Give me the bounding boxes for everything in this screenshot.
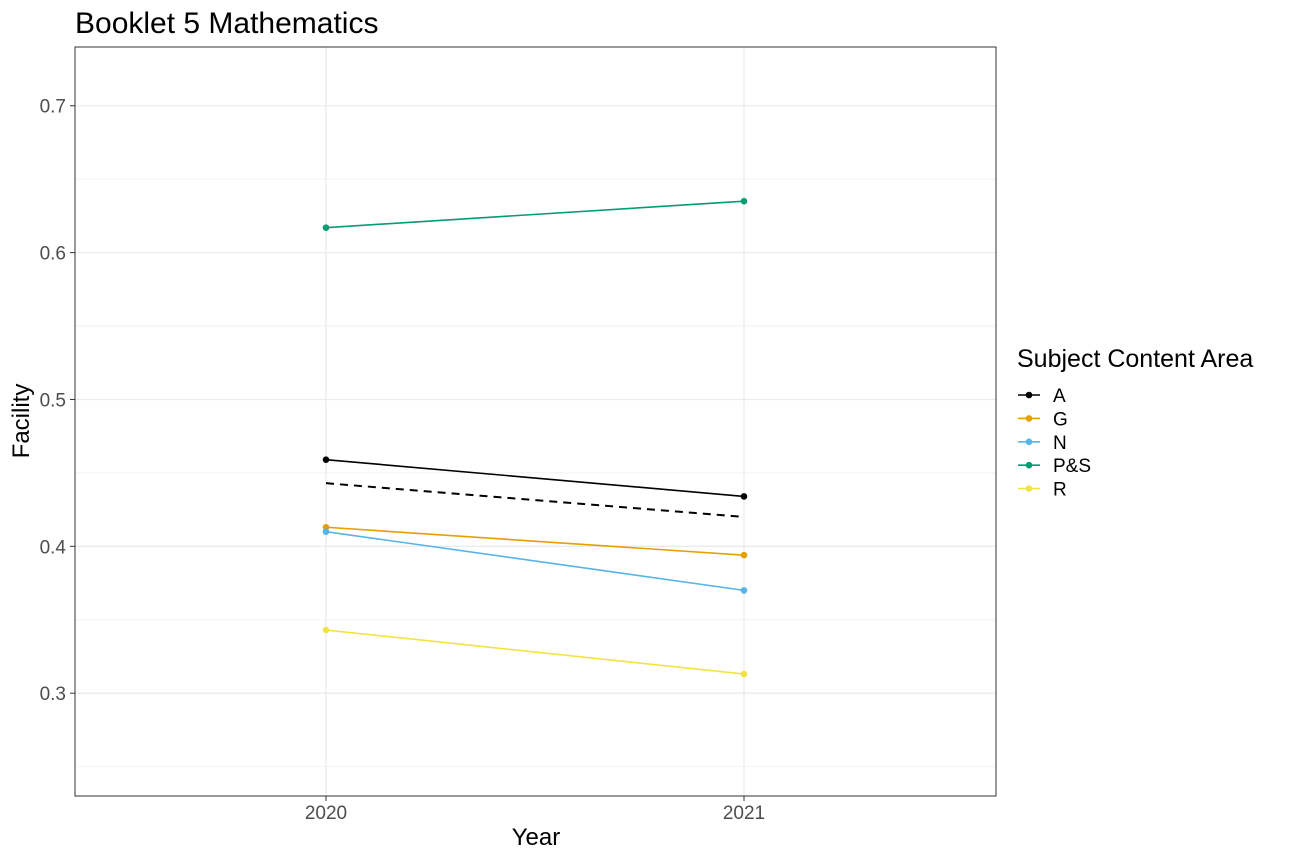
series-p-s [322,197,748,231]
x-tick-label: 2020 [305,803,347,824]
series-line-g [325,526,745,556]
reference-line [325,482,745,518]
grid-lines [75,47,996,796]
series-group [322,197,748,678]
data-point-g [740,551,748,559]
y-axis: 0.3 0.4 0.5 0.6 0.7 [40,97,75,705]
legend-key-point [1025,438,1033,446]
panel-border [74,46,997,797]
series-a [322,456,748,500]
data-point-r [740,670,748,678]
legend-key-point [1025,485,1033,492]
y-tick-label: 0.5 [40,390,66,411]
x-axis-title: Year [512,824,561,850]
legend-item-n: N [1018,433,1067,454]
legend-label: A [1053,386,1066,407]
legend-item-p-s: P&S [1018,456,1091,477]
dashed-reference-line [325,482,745,518]
series-r [322,626,748,678]
series-g [322,523,748,559]
data-point-r [322,626,330,634]
data-point-n [322,528,330,535]
data-point-a [740,493,748,500]
series-line-r [325,629,745,675]
legend-label: N [1053,433,1067,454]
series-line-p-s [325,200,745,229]
data-point-p-s [740,197,748,205]
legend-item-r: R [1018,480,1067,501]
x-tick-label: 2021 [723,803,765,824]
y-tick-label: 0.3 [40,684,66,705]
y-tick-label: 0.7 [40,97,66,118]
legend-key-point [1025,461,1033,469]
x-axis: 2020 2021 [305,796,765,824]
data-point-n [740,587,748,594]
series-line-n [325,530,745,592]
y-tick-label: 0.4 [40,537,67,558]
plot-area [74,46,997,797]
legend-label: G [1053,409,1068,430]
legend-item-g: G [1018,409,1068,430]
y-tick-label: 0.6 [40,244,66,265]
legend-key-point [1025,415,1033,422]
series-n [322,528,748,594]
legend-key-point [1025,391,1033,399]
legend-label: R [1053,480,1067,501]
legend-label: P&S [1053,456,1091,477]
y-axis-title: Facility [8,384,35,459]
legend-item-a: A [1018,386,1066,407]
legend-title: Subject Content Area [1017,345,1253,373]
series-line-a [325,458,745,498]
data-point-a [322,456,330,463]
data-point-p-s [322,224,330,231]
chart-title: Booklet 5 Mathematics [75,7,378,40]
